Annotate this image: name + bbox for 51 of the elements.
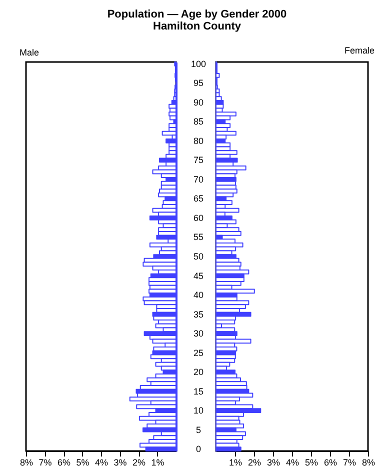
text: Male [19, 48, 40, 58]
y-tick-label: 20 [193, 367, 204, 378]
bar [216, 446, 242, 452]
y-tick-label: 55 [193, 232, 204, 242]
bar [216, 192, 234, 198]
y-tick-label: 40 [193, 290, 204, 300]
y-tick-label: 15 [193, 386, 204, 396]
x-tick-label: 3% [266, 458, 280, 468]
x-tick-label: 6% [57, 458, 71, 468]
y-tick-label: 95 [193, 78, 204, 88]
x-tick-label: 8% [362, 458, 376, 468]
y-tick-label: 65 [193, 194, 204, 204]
y-tick-label: 35 [193, 309, 204, 320]
bar [216, 150, 238, 155]
y-tick-label: 60 [193, 212, 204, 223]
y-tick-label: 75 [193, 155, 204, 166]
bar [216, 288, 255, 294]
bar [216, 219, 236, 224]
y-tick-label: 85 [193, 116, 204, 127]
y-tick-label: 45 [193, 270, 204, 281]
y-tick-label: 30 [193, 328, 204, 339]
x-tick-label: 5% [304, 458, 318, 468]
x-tick-label: 7% [342, 458, 356, 468]
y-tick-label: 70 [193, 174, 204, 184]
x-tick-label: 1% [228, 458, 242, 468]
bar [216, 281, 242, 286]
x-tick-label: 1% [151, 458, 164, 468]
x-tick-label: 2% [248, 458, 262, 468]
x-tick-label: 8% [20, 458, 34, 468]
y-tick-label: 10 [193, 406, 204, 416]
y-tick-label: 100 [190, 58, 206, 69]
bar [216, 408, 262, 413]
x-tick-label: 2% [132, 458, 146, 468]
bar [216, 320, 236, 324]
text: Female [344, 45, 375, 56]
y-tick-label: 25 [193, 348, 204, 358]
x-tick-label: 4% [94, 458, 108, 468]
bar [216, 200, 232, 206]
y-tick-label: 90 [193, 97, 204, 108]
x-tick-label: 5% [76, 458, 90, 468]
chart-subtitle: Hamilton County [153, 20, 242, 33]
y-tick-label: 0 [196, 444, 202, 454]
chart-title: Population — Age by Gender 2000 [107, 8, 287, 21]
bar [216, 230, 242, 236]
y-tick-label: 80 [193, 136, 204, 146]
x-tick-label: 6% [324, 458, 338, 468]
x-tick-label: 4% [286, 458, 300, 468]
y-tick-label: 5 [196, 424, 202, 435]
x-tick-label: 7% [38, 458, 52, 468]
x-tick-label: 3% [114, 458, 127, 468]
y-tick-label: 50 [193, 252, 204, 262]
